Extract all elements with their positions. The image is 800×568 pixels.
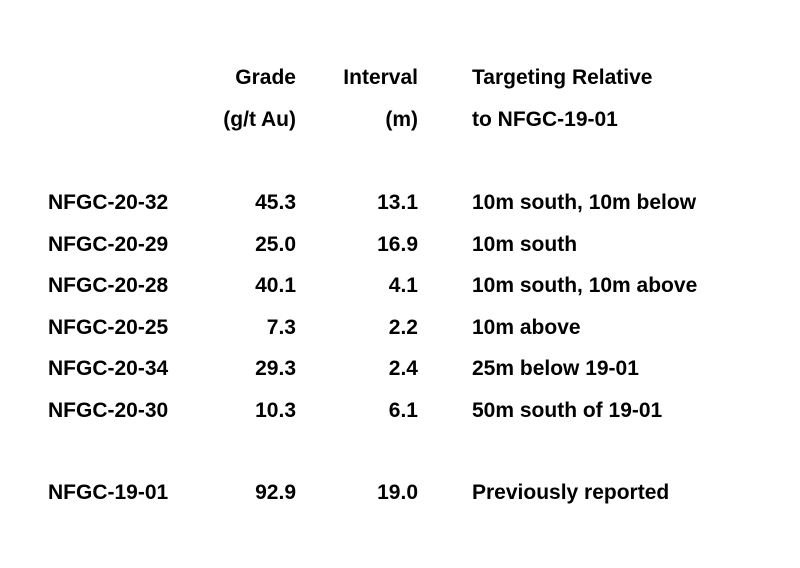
- grade-column-units: (g/t Au): [223, 108, 296, 131]
- table-row: NFGC-20-32 45.3 13.1 10m south, 10m belo…: [0, 189, 800, 217]
- table-header-row-2: (g/t Au) (m) to NFGC-19-01: [0, 106, 800, 134]
- targeting-column-header-line2: to NFGC-19-01: [472, 108, 618, 131]
- hole-id: NFGC-20-34: [48, 357, 169, 380]
- targeting-value: Previously reported: [472, 481, 670, 504]
- interval-value: 2.2: [388, 316, 418, 339]
- interval-column-header: Interval: [343, 66, 418, 89]
- grade-column-header: Grade: [235, 66, 296, 89]
- targeting-value: 10m above: [472, 316, 581, 339]
- interval-value: 16.9: [377, 233, 418, 256]
- targeting-column-header: Targeting Relative: [472, 66, 653, 89]
- hole-id: NFGC-20-29: [48, 233, 169, 256]
- grade-value: 29.3: [255, 357, 296, 380]
- targeting-value: 50m south of 19-01: [472, 399, 663, 422]
- grade-value: 10.3: [255, 399, 296, 422]
- targeting-value: 10m south, 10m below: [472, 191, 697, 214]
- interval-value: 19.0: [377, 481, 418, 504]
- grade-value: 25.0: [255, 233, 296, 256]
- interval-value: 4.1: [388, 274, 418, 297]
- hole-id: NFGC-20-28: [48, 274, 169, 297]
- grade-value: 7.3: [266, 316, 296, 339]
- hole-id: NFGC-20-32: [48, 191, 169, 214]
- table-row: NFGC-20-28 40.1 4.1 10m south, 10m above: [0, 272, 800, 300]
- targeting-value: 25m below 19-01: [472, 357, 639, 380]
- table-header-row-1: Grade Interval Targeting Relative: [0, 64, 800, 92]
- grade-value: 92.9: [255, 481, 296, 504]
- interval-column-units: (m): [385, 108, 418, 131]
- table-row: NFGC-20-30 10.3 6.1 50m south of 19-01: [0, 397, 800, 425]
- grade-value: 45.3: [255, 191, 296, 214]
- grade-value: 40.1: [255, 274, 296, 297]
- interval-value: 6.1: [388, 399, 418, 422]
- targeting-value: 10m south, 10m above: [472, 274, 698, 297]
- table-row: NFGC-20-25 7.3 2.2 10m above: [0, 314, 800, 342]
- hole-id: NFGC-20-25: [48, 316, 169, 339]
- table-row-reference: NFGC-19-01 92.9 19.0 Previously reported: [0, 479, 800, 507]
- interval-value: 2.4: [388, 357, 418, 380]
- hole-id: NFGC-20-30: [48, 399, 169, 422]
- hole-id: NFGC-19-01: [48, 481, 169, 504]
- targeting-value: 10m south: [472, 233, 578, 256]
- interval-value: 13.1: [377, 191, 418, 214]
- table-row: NFGC-20-29 25.0 16.9 10m south: [0, 231, 800, 259]
- table-row: NFGC-20-34 29.3 2.4 25m below 19-01: [0, 355, 800, 383]
